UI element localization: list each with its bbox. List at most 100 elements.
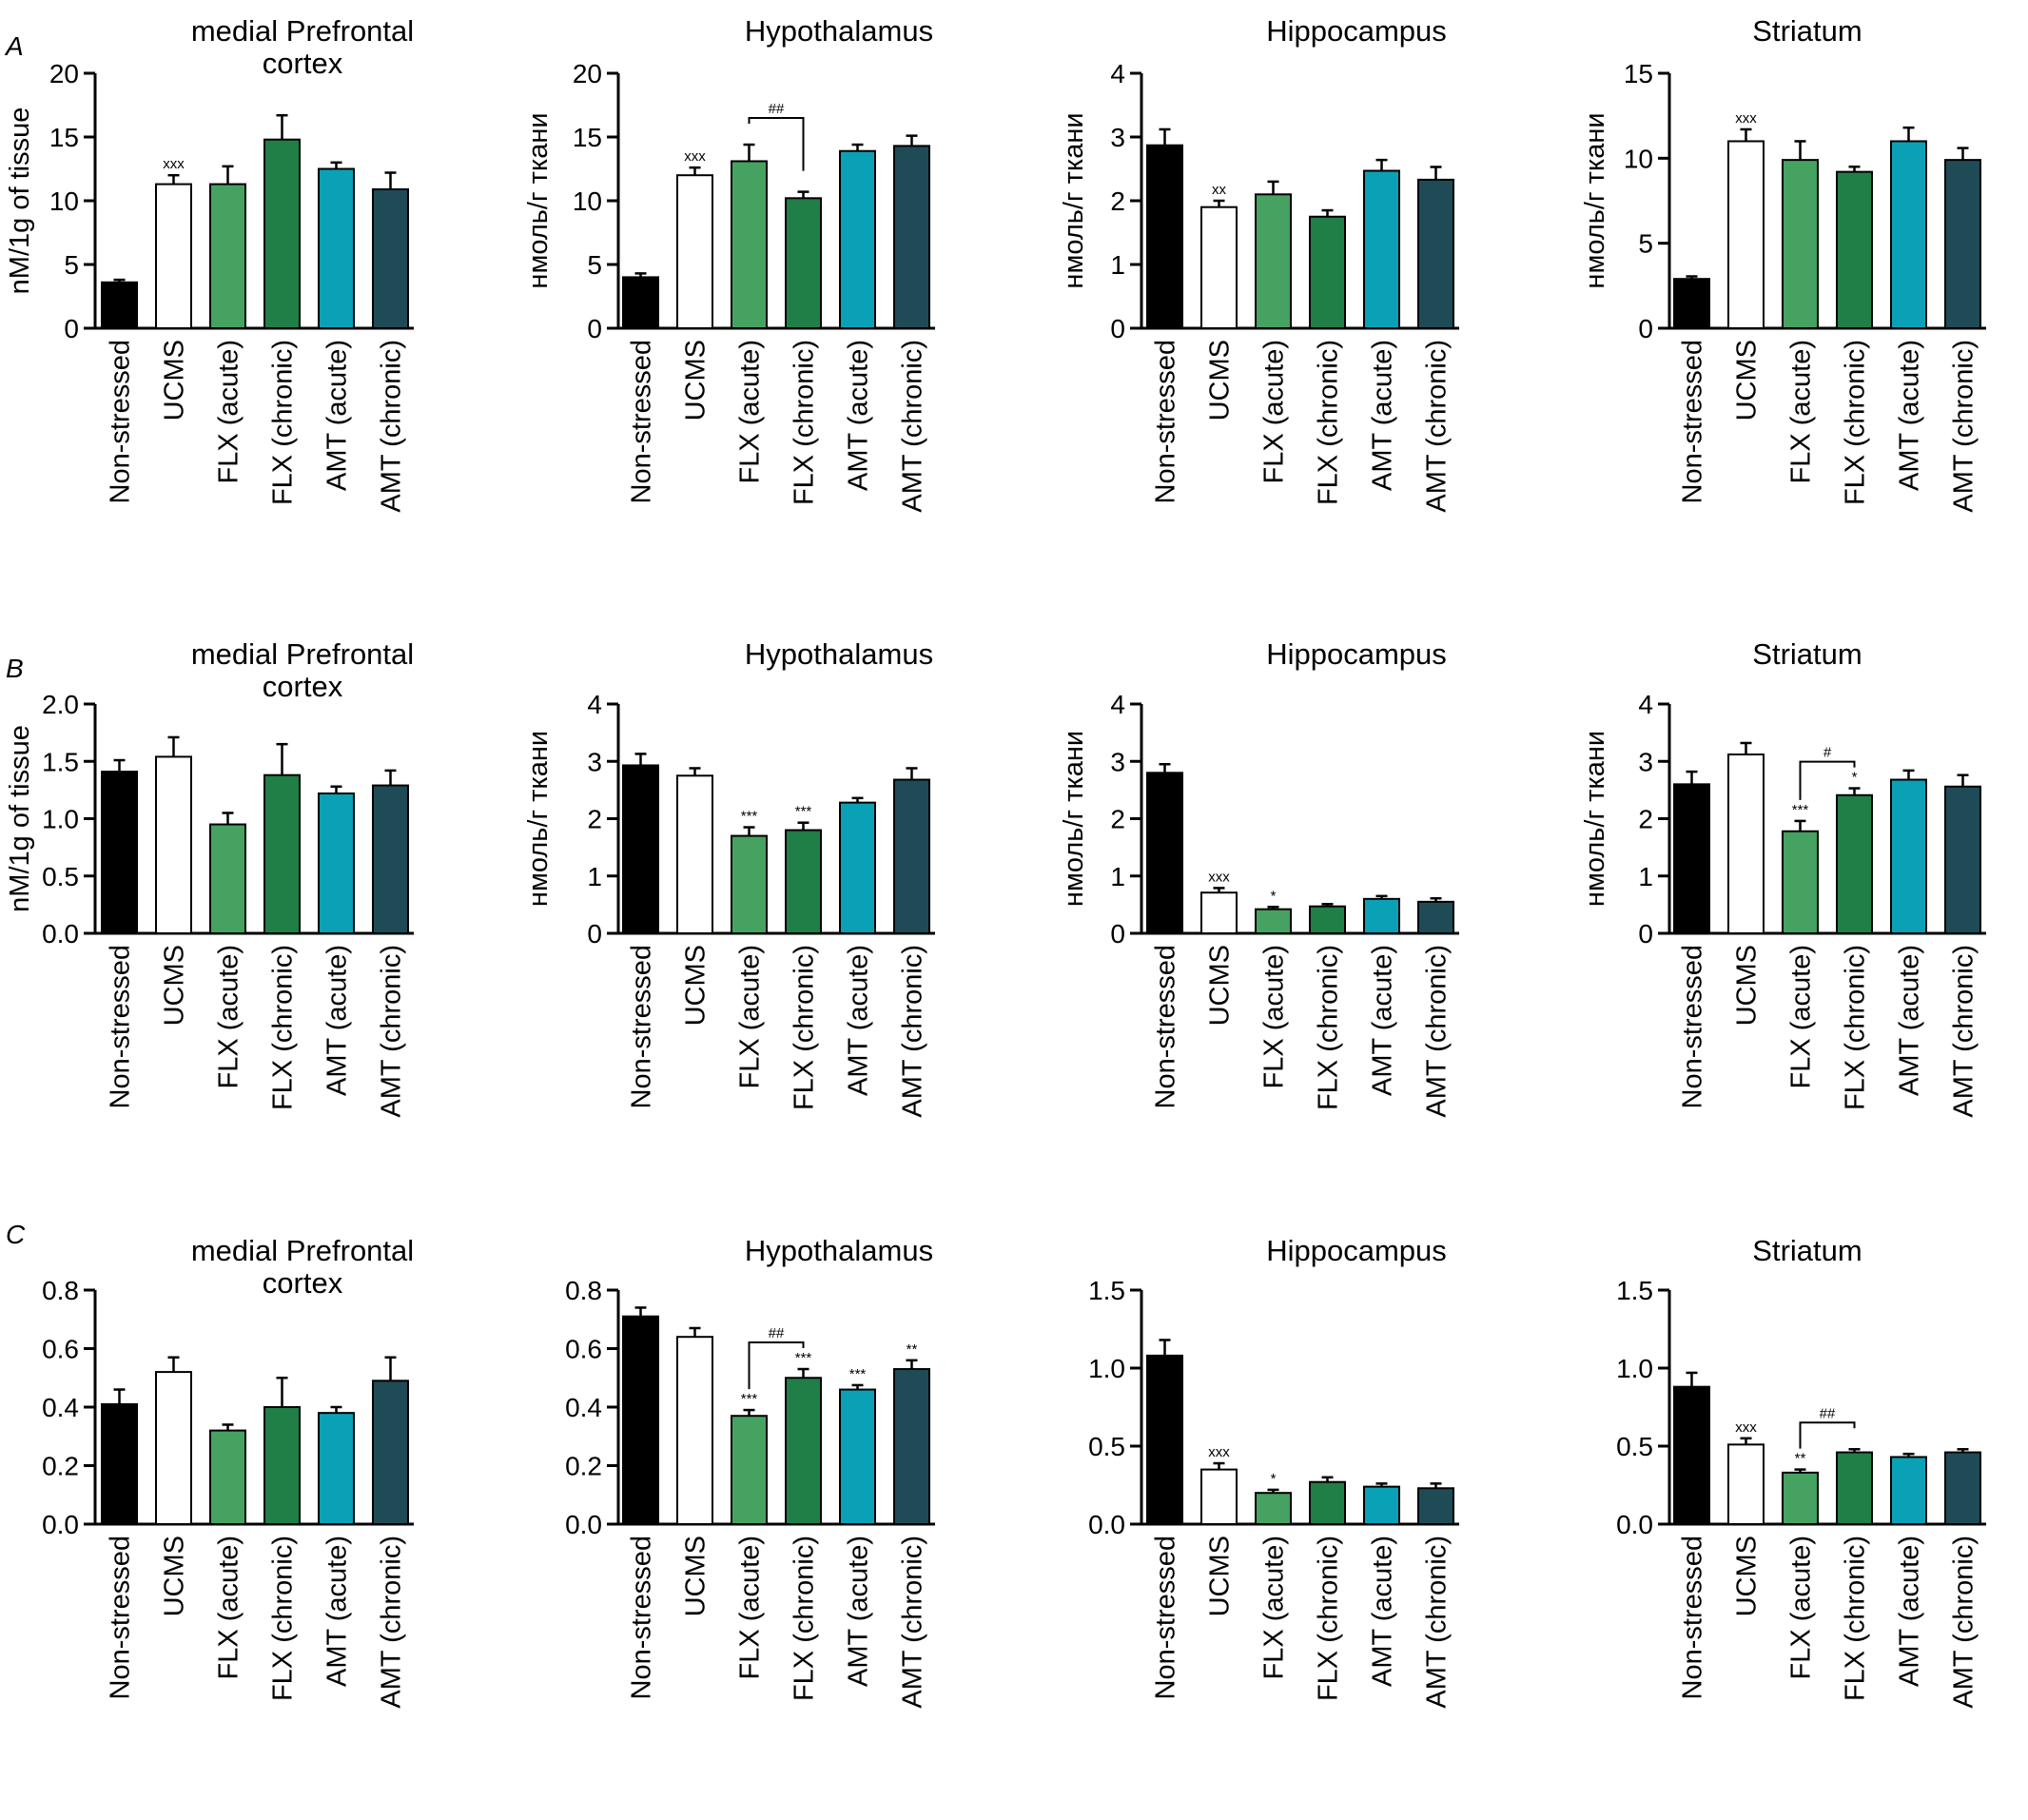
y-tick-label: 4 xyxy=(1638,690,1653,719)
bar-amt-acute xyxy=(839,149,876,329)
significance-label: * xyxy=(1271,1471,1277,1487)
category-label-amt-acute: AMT (acute) xyxy=(844,340,874,491)
bar-non-stressed xyxy=(1673,783,1710,934)
y-tick-label: 20 xyxy=(573,59,602,88)
bar-amt-chronic xyxy=(893,145,930,329)
y-axis-label: nM/1g of tissue xyxy=(5,725,35,912)
category-label-ucms: UCMS xyxy=(160,945,190,1026)
category-label-amt-chronic: AMT (chronic) xyxy=(898,340,928,513)
bar-non-stressed xyxy=(1146,144,1183,329)
bar-flx-chronic xyxy=(263,1406,301,1525)
y-tick-label: 0.0 xyxy=(42,1510,79,1539)
y-tick-label: 1.0 xyxy=(1616,1354,1653,1383)
y-tick-label: 1 xyxy=(587,862,602,891)
bar-non-stressed xyxy=(1146,772,1183,934)
category-label-ucms: UCMS xyxy=(1205,945,1236,1026)
bar-flx-chronic xyxy=(263,773,301,935)
bar-flx-acute xyxy=(209,183,246,329)
significance-label: *** xyxy=(741,809,758,825)
y-tick-label: 10 xyxy=(573,186,602,216)
category-label-amt-chronic: AMT (chronic) xyxy=(1422,945,1453,1118)
category-label-flx-acute: FLX (acute) xyxy=(214,340,244,484)
category-label-flx-acute: FLX (acute) xyxy=(1786,340,1817,484)
significance-label: xxx xyxy=(1735,1419,1757,1436)
category-label-flx-chronic: FLX (chronic) xyxy=(790,340,820,505)
panel-label-a: A xyxy=(4,31,24,61)
category-label-flx-chronic: FLX (chronic) xyxy=(1314,1536,1344,1701)
y-tick-label: 0.2 xyxy=(565,1452,602,1481)
category-label-ucms: UCMS xyxy=(681,340,712,421)
bar-non-stressed xyxy=(622,764,659,935)
y-axis-label: нмоль/г ткани xyxy=(523,731,554,907)
bar-amt-acute xyxy=(839,1388,876,1526)
y-tick-label: 1 xyxy=(1110,862,1125,891)
bar-amt-chronic xyxy=(372,1380,409,1525)
category-label-ucms: UCMS xyxy=(681,945,712,1026)
y-tick-label: 15 xyxy=(573,123,602,152)
category-label-non-stressed: Non-stressed xyxy=(627,945,657,1108)
bar-amt-acute xyxy=(1890,778,1927,935)
bar-flx-acute xyxy=(1782,830,1819,935)
y-tick-label: 0 xyxy=(1110,314,1125,343)
category-label-flx-chronic: FLX (chronic) xyxy=(1841,945,1871,1110)
y-tick-label: 0.0 xyxy=(565,1510,602,1539)
category-label-amt-chronic: AMT (chronic) xyxy=(1422,1536,1453,1709)
significance-label: *** xyxy=(795,1350,812,1366)
category-label-flx-acute: FLX (acute) xyxy=(735,945,766,1089)
bar-flx-chronic xyxy=(1309,1480,1346,1525)
chart-title: Striatum xyxy=(1752,14,1862,48)
category-label-flx-chronic: FLX (chronic) xyxy=(1314,945,1344,1110)
bar-amt-acute xyxy=(1363,897,1400,934)
chart-c-striatum: Striatum 0.0 0.5 1.0 1.5 Non-stressed xxx UCMS *… xyxy=(1616,1234,1986,1709)
category-label-amt-acute: AMT (acute) xyxy=(322,340,353,491)
bar-amt-chronic xyxy=(372,187,409,329)
significance-label: * xyxy=(1852,770,1858,786)
bar-ucms xyxy=(1727,140,1765,329)
chart-title: Hypothalamus xyxy=(745,1234,933,1267)
category-label-non-stressed: Non-stressed xyxy=(627,340,657,503)
y-tick-label: 0.0 xyxy=(1616,1510,1653,1539)
y-axis-label: нмоль/г ткани xyxy=(1580,731,1610,907)
y-tick-label: 0.5 xyxy=(1088,1432,1125,1461)
category-label-flx-chronic: FLX (chronic) xyxy=(1841,1536,1871,1701)
bar-amt-chronic xyxy=(1944,1451,1981,1526)
category-label-ucms: UCMS xyxy=(160,340,190,421)
significance-label: xxx xyxy=(1735,110,1757,127)
significance-label: ** xyxy=(1795,1451,1806,1467)
significance-label: * xyxy=(1271,888,1277,904)
category-label-non-stressed: Non-stressed xyxy=(1678,340,1708,503)
significance-label: xxx xyxy=(684,148,706,165)
bar-flx-acute xyxy=(1782,159,1819,329)
category-label-amt-chronic: AMT (chronic) xyxy=(898,945,928,1118)
bar-non-stressed xyxy=(1146,1354,1183,1525)
bar-amt-chronic xyxy=(1417,1487,1454,1526)
chart-b-hypothalamus: Hypothalamus 0 1 2 3 4 нмоль/г ткани Non-stress… xyxy=(523,637,935,1118)
bar-ucms xyxy=(1200,1468,1238,1525)
category-label-flx-chronic: FLX (chronic) xyxy=(1314,340,1344,505)
chart-b-hippocampus: Hippocampus 0 1 2 3 4 нмоль/г ткани Non-stresse… xyxy=(1059,637,1459,1118)
y-tick-label: 5 xyxy=(1638,229,1653,259)
significance-label: *** xyxy=(849,1366,867,1382)
y-tick-label: 3 xyxy=(1110,123,1125,152)
category-label-amt-chronic: AMT (chronic) xyxy=(898,1536,928,1709)
bar-amt-acute xyxy=(318,792,355,934)
category-label-non-stressed: Non-stressed xyxy=(627,1536,657,1699)
y-tick-label: 4 xyxy=(1110,59,1125,88)
y-tick-label: 20 xyxy=(49,59,79,88)
y-axis-label: nM/1g of tissue xyxy=(5,108,35,295)
bar-amt-chronic xyxy=(893,778,930,935)
bar-non-stressed xyxy=(1673,1385,1710,1526)
y-tick-label: 1.5 xyxy=(42,747,79,776)
bar-amt-chronic xyxy=(1417,178,1454,329)
category-label-amt-acute: AMT (acute) xyxy=(1895,945,1925,1096)
comparison-bracket xyxy=(1799,760,1856,800)
category-label-flx-chronic: FLX (chronic) xyxy=(1841,340,1871,505)
y-axis-label: нмоль/г ткани xyxy=(1580,112,1610,288)
category-label-flx-chronic: FLX (chronic) xyxy=(268,1536,299,1701)
chart-title: medial Prefrontal xyxy=(191,14,414,48)
bar-ucms xyxy=(1200,205,1238,329)
y-tick-label: 5 xyxy=(64,250,79,280)
